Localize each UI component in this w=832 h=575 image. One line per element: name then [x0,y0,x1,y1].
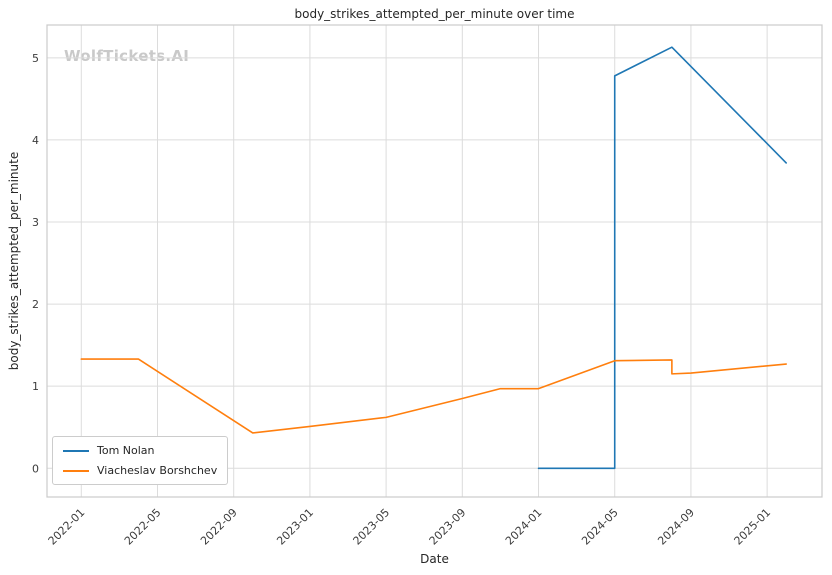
x-tick-label: 2025-01 [732,506,774,548]
y-tick-label: 3 [32,216,39,229]
legend-line-swatch [63,469,89,472]
legend-item: Viacheslav Borshchev [63,464,217,477]
chart-title: body_strikes_attempted_per_minute over t… [294,7,575,21]
x-tick-label: 2022-05 [122,506,164,548]
x-tick-label: 2023-01 [274,506,316,548]
y-tick-label: 0 [32,462,39,475]
x-tick-label: 2024-01 [503,506,545,548]
legend-line-swatch [63,449,89,452]
y-tick-label: 5 [32,52,39,65]
x-tick-label: 2022-09 [198,506,240,548]
series-line [80,358,787,434]
legend-label: Viacheslav Borshchev [97,464,218,477]
x-tick-label: 2022-01 [46,506,88,548]
y-tick-label: 1 [32,380,39,393]
x-axis-label: Date [420,552,449,566]
y-tick-label: 4 [32,134,39,147]
x-tick-label: 2023-05 [351,506,393,548]
x-tick-label: 2024-09 [655,506,697,548]
chart-legend: Tom Nolan Viacheslav Borshchev [52,436,229,485]
y-tick-label: 2 [32,298,39,311]
legend-item: Tom Nolan [63,444,217,457]
x-tick-label: 2024-05 [579,506,621,548]
x-tick-label: 2023-09 [427,506,469,548]
series-line [537,46,787,470]
legend-label: Tom Nolan [97,444,155,457]
